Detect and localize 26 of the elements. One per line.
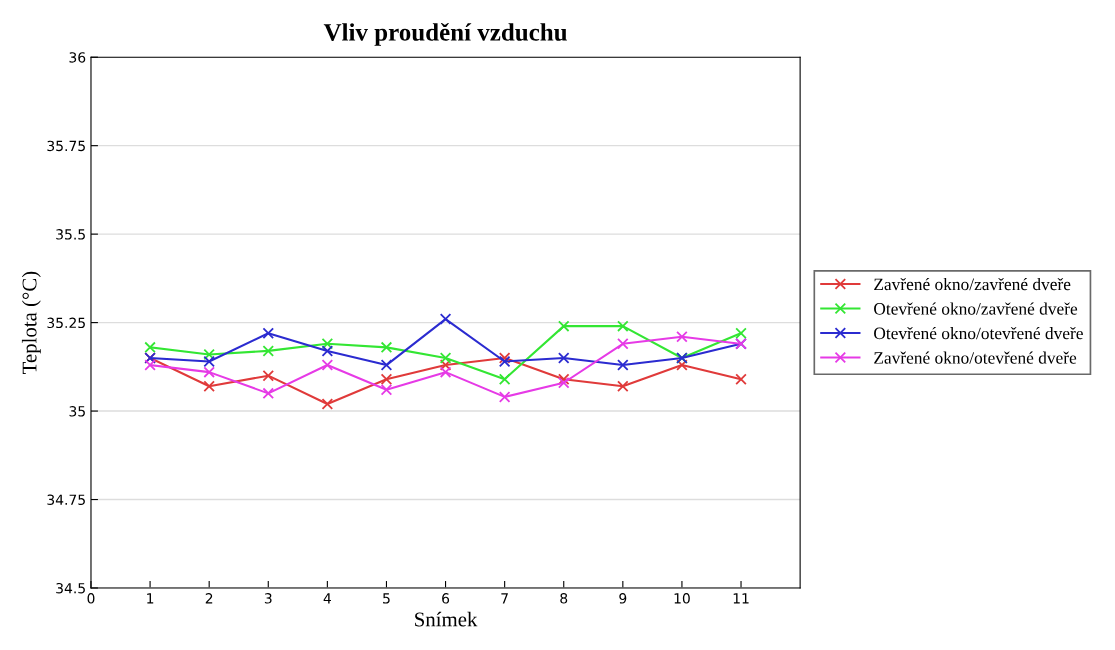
legend-label: Otevřené okno/otevřené dveře bbox=[874, 327, 1083, 340]
x-tick-label: 10 bbox=[674, 593, 690, 604]
chart-title: Vliv proudění vzduchu bbox=[323, 22, 567, 46]
x-tick-label: 7 bbox=[501, 593, 508, 604]
y-tick-label: 34.75 bbox=[47, 494, 85, 505]
legend-label: Otevřené okno/zavřené dveře bbox=[874, 302, 1078, 315]
x-tick-label: 1 bbox=[147, 593, 154, 604]
y-axis-title: Teplota (°C) bbox=[21, 271, 41, 374]
x-tick-label: 0 bbox=[87, 593, 95, 604]
y-tick-label: 35 bbox=[69, 406, 85, 417]
x-tick-label: 8 bbox=[560, 593, 568, 604]
y-tick-label: 35.5 bbox=[56, 229, 85, 240]
x-tick-label: 2 bbox=[205, 593, 213, 604]
x-tick-label: 11 bbox=[733, 593, 749, 604]
x-tick-label: 5 bbox=[383, 593, 390, 604]
y-tick-label: 34.5 bbox=[56, 582, 85, 594]
y-tick-label: 35.75 bbox=[47, 140, 85, 152]
legend-label: Zavřené okno/otevřené dveře bbox=[874, 351, 1077, 364]
y-tick-label: 36 bbox=[69, 52, 86, 63]
legend-label: Zavřené okno/zavřené dveře bbox=[874, 277, 1071, 291]
x-tick-label: 3 bbox=[264, 593, 272, 604]
x-tick-label: 4 bbox=[323, 593, 331, 604]
x-tick-label: 9 bbox=[619, 593, 627, 604]
y-tick-label: 35.25 bbox=[47, 317, 85, 329]
x-tick-label: 6 bbox=[442, 593, 450, 604]
x-axis-title: Snímek bbox=[415, 611, 478, 627]
